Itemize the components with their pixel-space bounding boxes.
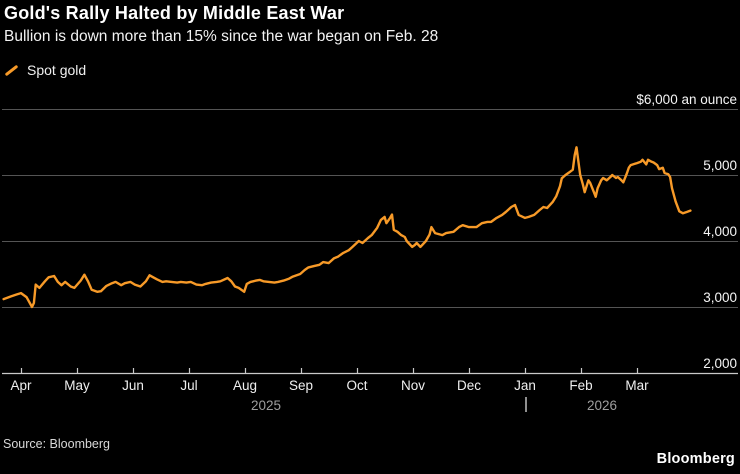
y-tick-label-2000: 2,000: [703, 356, 737, 371]
y-tick-label-3000: 3,000: [703, 290, 737, 305]
bloomberg-logo: Bloomberg: [656, 451, 735, 467]
y-tick-label-4000: 4,000: [703, 224, 737, 239]
x-tick-label-oct: Oct: [346, 378, 368, 393]
x-tick-label-dec: Dec: [456, 378, 481, 393]
x-tick-label-feb: Feb: [569, 378, 593, 393]
chart-subtitle: Bullion is down more than 15% since the …: [4, 28, 439, 45]
x-tick-label-nov: Nov: [400, 378, 425, 393]
x-tick-label-apr: Apr: [10, 378, 32, 393]
legend-label: Spot gold: [27, 62, 87, 78]
source-credit: Source: Bloomberg: [3, 437, 111, 451]
legend: Spot gold: [4, 61, 86, 79]
year-label-2026: 2026: [586, 398, 618, 413]
x-tick-label-jun: Jun: [122, 378, 144, 393]
x-tick-label-may: May: [64, 378, 90, 393]
year-label-2025: 2025: [250, 398, 282, 413]
x-tick-label-mar: Mar: [625, 378, 649, 393]
y-tick-label-5000: 5,000: [703, 158, 737, 173]
page-title: Gold's Rally Halted by Middle East War: [4, 3, 345, 23]
y-tick-label-6000: $6,000 an ounce: [636, 92, 737, 107]
year-separator: [525, 397, 527, 412]
x-tick-label-jul: Jul: [180, 378, 198, 393]
spot-gold-line: [2, 146, 692, 309]
x-tick-label-aug: Aug: [232, 378, 258, 393]
x-tick-label-jan: Jan: [514, 378, 536, 393]
x-tick-label-sep: Sep: [288, 378, 314, 393]
